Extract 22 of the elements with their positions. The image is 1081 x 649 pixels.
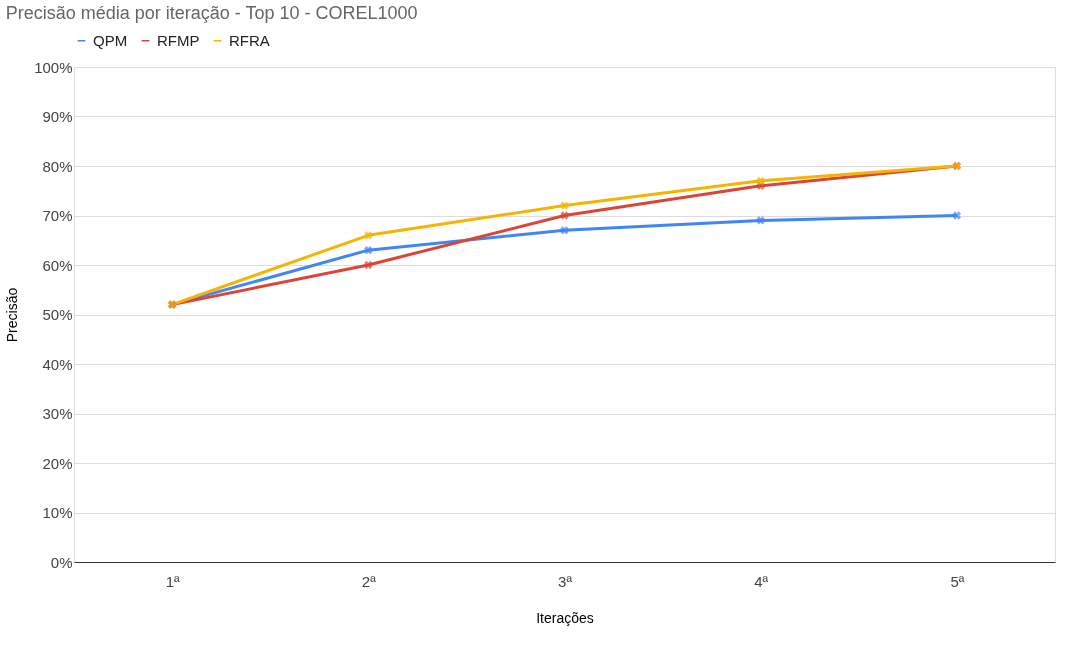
y-axis-title: Precisão — [4, 287, 21, 343]
y-tick-label: 30% — [42, 405, 73, 422]
chart-title: Precisão média por iteração - Top 10 - COREL1000 — [5, 3, 418, 23]
y-tick-label: 90% — [42, 108, 73, 125]
legend-label: RFMP — [157, 31, 200, 49]
y-tick-label: 40% — [42, 355, 73, 373]
y-tick-label: 0% — [50, 553, 73, 571]
y-tick-label: 20% — [42, 454, 73, 472]
legend-label: QPM — [93, 31, 128, 49]
x-tick-label: 2ª — [361, 572, 377, 590]
y-tick-label: 80% — [42, 157, 73, 175]
y-tick-label: 100% — [34, 58, 73, 76]
y-tick-label: 50% — [42, 306, 73, 323]
legend-label: RFRA — [229, 31, 270, 49]
y-tick-label: 60% — [42, 256, 73, 274]
x-tick-label: 3ª — [558, 572, 573, 590]
x-tick-label: 5ª — [950, 572, 965, 590]
y-tick-label: 70% — [42, 207, 73, 224]
y-tick-label: 10% — [42, 504, 73, 521]
x-tick-label: 1ª — [165, 572, 180, 590]
x-axis-title: Iterações — [536, 609, 594, 626]
x-tick-label: 4ª — [754, 572, 769, 590]
